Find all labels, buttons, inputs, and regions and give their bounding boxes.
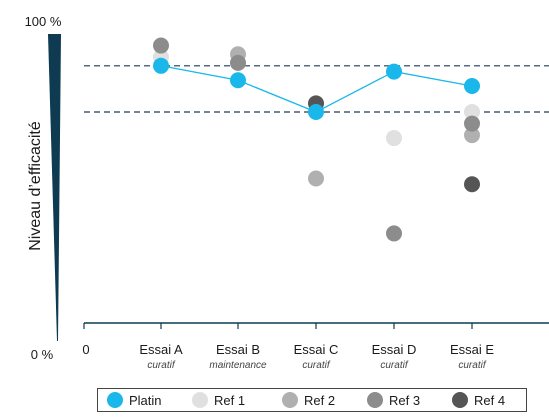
x-ticks bbox=[83, 323, 473, 329]
data-points bbox=[153, 37, 480, 242]
point-ref-2-essai-e bbox=[464, 127, 480, 144]
point-ref-3-essai-a bbox=[153, 37, 169, 54]
legend-swatch-ref-2 bbox=[282, 392, 298, 408]
x-tick-label-essai-d: Essai D bbox=[372, 342, 417, 357]
point-ref-1-essai-d bbox=[386, 130, 402, 147]
x-tick-subtitle-essai-e: curatif bbox=[458, 360, 486, 371]
point-ref-3-essai-e bbox=[464, 115, 480, 132]
x-tick-label-essai-c: Essai C bbox=[294, 342, 339, 357]
legend-label-ref-2: Ref 2 bbox=[304, 393, 335, 408]
x-origin-label: 0 bbox=[82, 342, 89, 357]
legend-label-platin: Platin bbox=[129, 393, 162, 408]
legend-label-ref-3: Ref 3 bbox=[389, 393, 420, 408]
point-platin-essai-c bbox=[308, 104, 324, 121]
point-ref-4-essai-e bbox=[464, 176, 480, 193]
point-platin-essai-a bbox=[153, 57, 169, 74]
x-tick-label-essai-a: Essai A bbox=[139, 342, 183, 357]
x-tick-labels: Essai A curatif Essai B maintenance Essai C c… bbox=[139, 342, 494, 371]
legend-label-ref-1: Ref 1 bbox=[214, 393, 245, 408]
x-tick-label-essai-b: Essai B bbox=[216, 342, 260, 357]
x-tick-subtitle-essai-d: curatif bbox=[380, 360, 408, 371]
y-axis-title: Niveau d’efficacité bbox=[27, 121, 44, 251]
point-platin-essai-d bbox=[386, 63, 402, 80]
point-ref-1-essai-e bbox=[464, 104, 480, 121]
x-tick-subtitle-essai-b: maintenance bbox=[209, 360, 267, 371]
legend-swatch-ref-4 bbox=[452, 392, 468, 408]
y-axis-wedge bbox=[48, 34, 61, 341]
legend-swatch-platin bbox=[107, 392, 123, 408]
y-top-label: 100 % bbox=[25, 14, 62, 29]
point-platin-essai-b bbox=[230, 72, 246, 89]
legend-label-ref-4: Ref 4 bbox=[474, 393, 505, 408]
y-bottom-label: 0 % bbox=[31, 347, 54, 362]
x-tick-subtitle-essai-c: curatif bbox=[302, 360, 330, 371]
point-platin-essai-e bbox=[464, 78, 480, 95]
legend: Platin Ref 1 Ref 2 Ref 3 Ref 4 bbox=[97, 388, 527, 412]
legend-swatch-ref-3 bbox=[367, 392, 383, 408]
point-ref-3-essai-d bbox=[386, 225, 402, 242]
x-tick-subtitle-essai-a: curatif bbox=[147, 360, 175, 371]
x-tick-label-essai-e: Essai E bbox=[450, 342, 494, 357]
point-ref-3-essai-b bbox=[230, 54, 246, 71]
legend-swatch-ref-1 bbox=[192, 392, 208, 408]
point-ref-2-essai-c bbox=[308, 170, 324, 187]
